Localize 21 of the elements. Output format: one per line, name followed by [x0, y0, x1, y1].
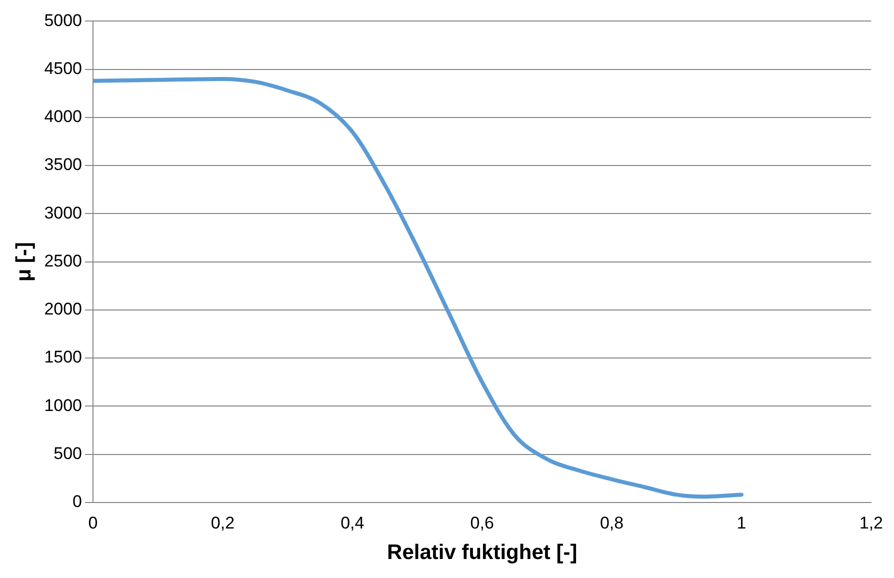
x-tick-label: 0,4 [340, 513, 364, 532]
x-tick-label: 0 [88, 513, 98, 532]
y-tick-label: 2500 [44, 251, 82, 270]
y-tick-label: 1000 [44, 396, 82, 415]
y-tick-label: 3000 [44, 203, 82, 222]
x-axis-title: Relativ fuktighet [-] [387, 541, 578, 564]
y-tick-label: 4500 [44, 59, 82, 78]
x-tick-label: 1 [736, 513, 746, 532]
line-series [93, 76, 744, 499]
x-tick-label: 1,2 [859, 513, 884, 532]
y-tick-label: 500 [54, 444, 82, 463]
x-tick-label: 0,2 [210, 513, 235, 532]
x-tick-label: 0,6 [470, 513, 494, 532]
y-tick-label: 5000 [44, 10, 82, 30]
y-tick-label: 2000 [44, 300, 82, 319]
y-tick-label: 0 [72, 492, 82, 512]
y-tick-label: 3500 [44, 155, 82, 174]
y-tick-label: 4000 [44, 107, 82, 126]
x-tick-label: 0,8 [600, 513, 624, 532]
y-axis-title: μ [-] [12, 242, 36, 282]
y-tick-label: 1500 [44, 348, 82, 367]
